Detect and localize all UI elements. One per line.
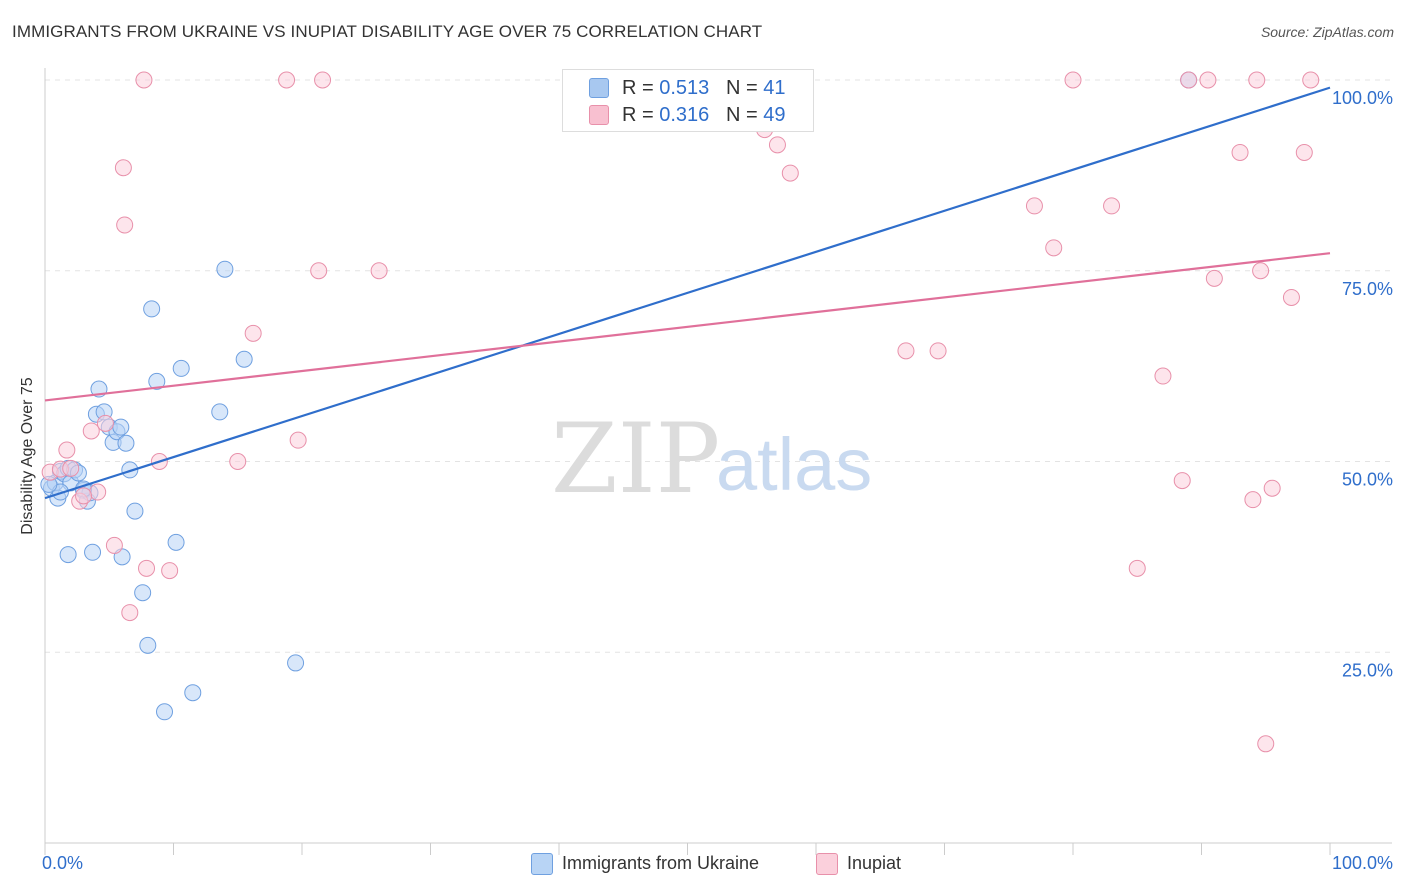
x-tick-label-min: 0.0% <box>42 853 83 873</box>
point-ukraine-21 <box>126 502 144 520</box>
legend: Immigrants from Ukraine Inupiat <box>0 852 1406 878</box>
axes <box>44 68 1392 855</box>
point-inupiat-26 <box>781 164 799 182</box>
n-value: 49 <box>763 104 786 126</box>
point-inupiat-45 <box>1295 143 1313 161</box>
trend-line-inupiat <box>44 252 1331 402</box>
n-label: N = <box>725 77 758 99</box>
y-tick-label-100: 100.0% <box>1332 88 1393 108</box>
point-ukraine-32 <box>235 350 253 368</box>
point-ukraine-34 <box>59 546 77 564</box>
point-inupiat-33 <box>1128 559 1146 577</box>
trend-line-ukraine <box>44 86 1331 500</box>
point-inupiat-21 <box>310 262 328 280</box>
point-ukraine-30 <box>211 403 229 421</box>
point-ukraine-23 <box>139 636 157 654</box>
point-inupiat-10 <box>116 216 134 234</box>
point-ukraine-27 <box>167 533 185 551</box>
point-inupiat-36 <box>1180 71 1198 89</box>
point-inupiat-22 <box>370 262 388 280</box>
y-tick-label-50: 50.0% <box>1342 470 1393 490</box>
stats-swatch-ukraine <box>589 78 609 98</box>
r-value: 0.316 <box>659 104 710 126</box>
watermark: ZIP atlas <box>551 403 872 515</box>
point-inupiat-3 <box>62 459 80 477</box>
point-inupiat-37 <box>1199 71 1217 89</box>
point-ukraine-31 <box>216 260 234 278</box>
point-inupiat-6 <box>89 483 107 501</box>
legend-label-ukraine: Immigrants from Ukraine <box>562 853 760 873</box>
point-inupiat-38 <box>1205 269 1223 287</box>
r-label: R = <box>622 77 654 99</box>
point-ukraine-18 <box>112 418 130 436</box>
point-ukraine-35 <box>84 543 102 561</box>
stats-text-ukraine: R = 0.513 N = 41 <box>622 77 785 100</box>
stats-swatch-inupiat <box>589 105 609 125</box>
point-inupiat-18 <box>278 71 296 89</box>
point-ukraine-26 <box>156 703 174 721</box>
point-inupiat-5 <box>82 422 100 440</box>
point-inupiat-11 <box>121 604 139 622</box>
point-inupiat-27 <box>897 342 915 360</box>
point-inupiat-32 <box>1103 197 1121 215</box>
trend-lines <box>44 86 1331 500</box>
point-inupiat-48 <box>75 487 93 505</box>
tick-labels: 25.0% 50.0% 75.0% 100.0% 0.0% 100.0% <box>42 88 1393 873</box>
stats-text-inupiat: R = 0.316 N = 49 <box>622 104 785 127</box>
data-points <box>40 71 1320 753</box>
point-inupiat-13 <box>138 559 156 577</box>
legend-swatch-ukraine <box>531 853 553 875</box>
point-inupiat-47 <box>1257 735 1275 753</box>
point-inupiat-12 <box>135 71 153 89</box>
stats-box: R = 0.513 N = 41 R = 0.316 N = 49 <box>562 69 814 132</box>
point-inupiat-40 <box>1244 491 1262 509</box>
point-ukraine-29 <box>184 684 202 702</box>
point-inupiat-43 <box>1263 479 1281 497</box>
point-inupiat-35 <box>1173 472 1191 490</box>
point-ukraine-25 <box>148 372 166 390</box>
y-tick-label-75: 75.0% <box>1342 279 1393 299</box>
point-inupiat-25 <box>768 136 786 154</box>
watermark-zip: ZIP <box>551 403 720 515</box>
r-value: 0.513 <box>659 77 710 99</box>
point-inupiat-15 <box>161 562 179 580</box>
point-inupiat-44 <box>1282 288 1300 306</box>
point-inupiat-39 <box>1231 143 1249 161</box>
point-ukraine-19 <box>117 434 135 452</box>
n-value: 41 <box>763 77 786 99</box>
y-tick-label-25: 25.0% <box>1342 660 1393 680</box>
point-inupiat-46 <box>1302 71 1320 89</box>
legend-label-inupiat: Inupiat <box>847 853 902 873</box>
legend-swatch-inupiat <box>816 853 838 875</box>
point-inupiat-19 <box>289 431 307 449</box>
point-inupiat-9 <box>114 159 132 177</box>
point-inupiat-20 <box>314 71 332 89</box>
point-inupiat-7 <box>96 414 114 432</box>
chart-title: IMMIGRANTS FROM UKRAINE VS INUPIAT DISAB… <box>12 22 763 41</box>
n-label: N = <box>725 104 758 126</box>
watermark-atlas: atlas <box>716 423 872 506</box>
point-inupiat-16 <box>229 453 247 470</box>
point-inupiat-34 <box>1154 367 1172 385</box>
point-inupiat-8 <box>105 536 123 554</box>
point-inupiat-2 <box>58 441 76 459</box>
source-label: Source: ZipAtlas.com <box>1260 24 1394 40</box>
point-inupiat-28 <box>929 342 947 360</box>
point-inupiat-17 <box>244 324 262 342</box>
point-ukraine-28 <box>172 359 190 377</box>
r-label: R = <box>622 104 654 126</box>
point-inupiat-30 <box>1045 239 1063 257</box>
point-inupiat-42 <box>1252 262 1270 280</box>
point-ukraine-33 <box>287 654 305 672</box>
point-ukraine-24 <box>143 300 161 318</box>
point-inupiat-31 <box>1064 71 1082 89</box>
x-tick-label-max: 100.0% <box>1332 853 1393 873</box>
point-ukraine-22 <box>134 584 152 602</box>
point-inupiat-29 <box>1025 197 1043 215</box>
point-inupiat-41 <box>1248 71 1266 89</box>
